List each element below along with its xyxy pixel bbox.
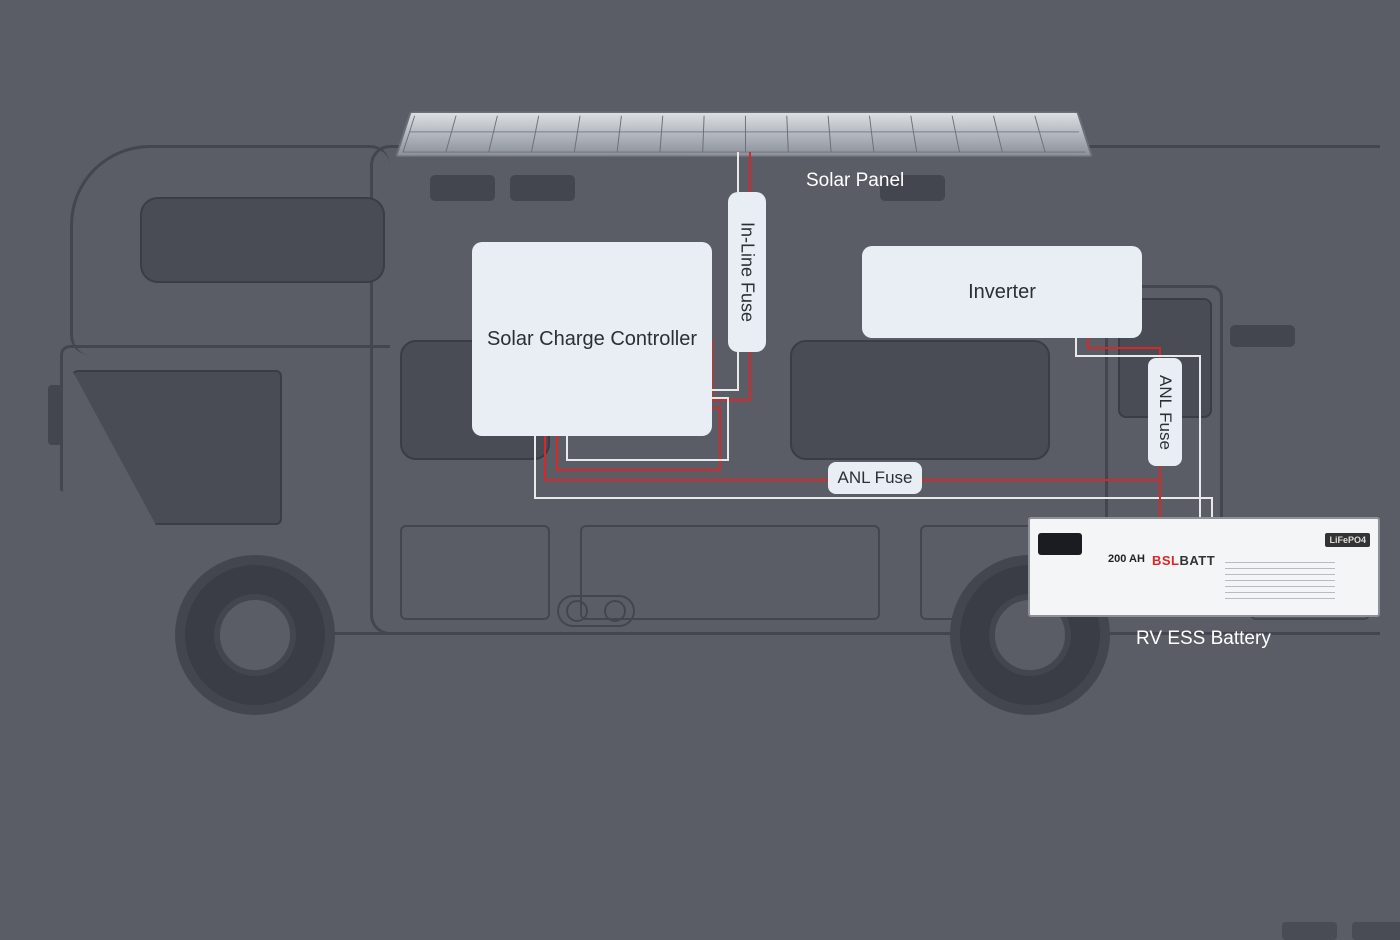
- rv-compartment: [400, 525, 550, 620]
- battery-chemistry: LiFePO4: [1325, 533, 1370, 547]
- solar-panel: [395, 112, 1093, 157]
- anl-fuse-vertical-box: ANL Fuse: [1148, 358, 1182, 466]
- battery-brand-red: BSL: [1152, 553, 1180, 568]
- rv-ess-battery: 200 AH BSLBATT LiFePO4: [1028, 517, 1380, 617]
- inline-fuse-box: In-Line Fuse: [728, 192, 766, 352]
- solar-panel-cells: [402, 116, 1085, 153]
- battery-display-icon: [1038, 533, 1082, 555]
- solar-charge-controller-box: Solar Charge Controller: [472, 242, 712, 436]
- battery-brand-black: BATT: [1180, 553, 1216, 568]
- anl-fuse-v-label: ANL Fuse: [1155, 375, 1175, 450]
- battery-spec-lines: [1225, 559, 1335, 599]
- rv-cabover-window: [140, 197, 385, 283]
- inverter-label: Inverter: [968, 281, 1036, 304]
- rv-compartment-vent: [1282, 922, 1337, 940]
- anl-fuse-horizontal-box: ANL Fuse: [828, 462, 922, 494]
- rv-exterior-socket: [557, 595, 635, 627]
- rv-mirror: [48, 385, 62, 445]
- rv-roof-vent: [510, 175, 575, 201]
- rv-side-vent: [1230, 325, 1295, 347]
- rv-roof-vent: [430, 175, 495, 201]
- anl-fuse-h-label: ANL Fuse: [838, 468, 913, 488]
- rv-window: [790, 340, 1050, 460]
- scc-label: Solar Charge Controller: [487, 328, 697, 351]
- solar-panel-label: Solar Panel: [806, 170, 904, 192]
- rv-compartment-vent: [1352, 922, 1400, 940]
- battery-brand: BSLBATT: [1152, 553, 1215, 568]
- rv-battery-label: RV ESS Battery: [1136, 628, 1271, 650]
- inline-fuse-label: In-Line Fuse: [737, 222, 758, 322]
- inverter-box: Inverter: [862, 246, 1142, 338]
- rv-front-wheel: [175, 555, 335, 715]
- battery-capacity: 200 AH: [1108, 553, 1145, 565]
